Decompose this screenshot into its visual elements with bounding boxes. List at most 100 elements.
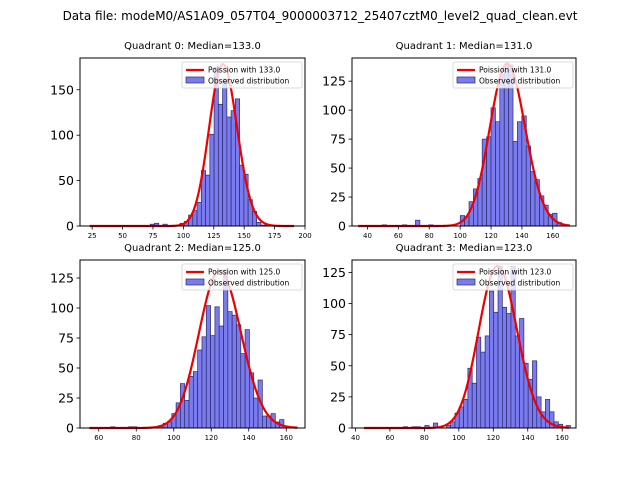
- histogram-bar: [201, 336, 207, 429]
- panel-quadrant-2: Quadrant 2: Median=125.0 0 25 50 75 100 125 60 8…: [50, 243, 306, 442]
- y-tick-label: 50: [330, 358, 346, 373]
- y-tick-label: 75: [330, 327, 346, 342]
- x-tick-label: 80: [132, 434, 141, 442]
- figure-suptitle: Data file: modeM0/AS1A09_057T04_90000037…: [63, 9, 578, 23]
- histogram-bar: [486, 136, 492, 227]
- axes-frame: [351, 57, 577, 227]
- histogram-bar: [261, 415, 268, 429]
- y-tick-label: 0: [66, 219, 74, 234]
- x-tick-label: 60: [385, 434, 394, 442]
- legend-label-poisson: Poission with 131.0: [479, 66, 552, 75]
- panel-title: Quadrant 0: Median=133.0: [124, 41, 261, 52]
- panel-quadrant-0: Quadrant 0: Median=133.0 0 50 100 150 25 50 75 1…: [50, 41, 312, 240]
- legend-label-poisson: Poission with 125.0: [208, 268, 281, 277]
- legend-box: [452, 263, 574, 291]
- panel-title: Quadrant 3: Median=123.0: [396, 243, 533, 254]
- legend: Poission with 131.0 Observed distribution: [452, 61, 574, 89]
- histogram-bar: [463, 399, 469, 429]
- y-tick-label: 125: [50, 271, 74, 286]
- x-tick-label: 140: [515, 232, 528, 240]
- x-tick-label: 120: [484, 232, 497, 240]
- histogram-bar: [512, 141, 518, 227]
- y-tick-label: 100: [50, 128, 74, 143]
- histogram-bar: [497, 265, 503, 429]
- histogram-bar: [499, 73, 505, 227]
- x-tick-label: 125: [207, 232, 220, 240]
- y-tick-label: 0: [338, 421, 346, 436]
- histogram-bar: [205, 305, 211, 429]
- legend-label-poisson: Poission with 123.0: [479, 268, 552, 277]
- legend-label-observed: Observed distribution: [208, 77, 289, 86]
- histogram-bar: [218, 325, 224, 429]
- legend-bar-swatch: [456, 76, 476, 84]
- legend: Poission with 123.0 Observed distribution: [452, 263, 574, 291]
- panel-title: Quadrant 2: Median=125.0: [124, 243, 261, 254]
- y-tick-label: 50: [58, 361, 74, 376]
- legend-label-observed: Observed distribution: [208, 279, 289, 288]
- histogram-bar: [197, 349, 203, 429]
- panel-quadrant-1: Quadrant 1: Median=131.0 0 25 50 75 100 125 40 6…: [322, 41, 577, 240]
- x-tick-label: 40: [351, 434, 360, 442]
- histogram-bar: [471, 382, 477, 429]
- x-tick-label: 150: [238, 232, 251, 240]
- x-tick-label: 25: [88, 232, 97, 240]
- y-tick-label: 75: [58, 331, 74, 346]
- histogram-bar: [227, 311, 233, 429]
- histogram-bar: [519, 318, 525, 429]
- x-tick-label: 100: [177, 232, 190, 240]
- histogram-bar: [188, 376, 194, 429]
- histogram-bar: [517, 121, 523, 227]
- x-tick-label: 120: [205, 434, 218, 442]
- histogram-bar: [210, 335, 216, 429]
- histogram-bar: [489, 290, 495, 429]
- histogram-bar: [205, 174, 211, 227]
- histogram-bar: [495, 121, 501, 227]
- histogram-bar: [253, 397, 259, 429]
- x-tick-label: 100: [453, 232, 466, 240]
- histogram-bar: [493, 311, 499, 429]
- histogram-bar: [484, 335, 490, 429]
- y-tick-label: 150: [50, 82, 74, 97]
- x-tick-label: 140: [242, 434, 255, 442]
- x-tick-label: 75: [149, 232, 158, 240]
- x-tick-label: 175: [268, 232, 281, 240]
- y-tick-label: 25: [58, 391, 74, 406]
- histogram-bar: [476, 336, 482, 429]
- x-tick-label: 100: [452, 434, 465, 442]
- x-tick-label: 160: [280, 434, 293, 442]
- histogram-bar: [514, 335, 520, 429]
- histogram-bar: [222, 78, 228, 227]
- y-tick-label: 0: [66, 421, 74, 436]
- legend-label-observed: Observed distribution: [479, 77, 560, 86]
- legend-label-observed: Observed distribution: [479, 279, 560, 288]
- histogram-bar: [184, 400, 190, 429]
- x-tick-label: 60: [94, 434, 103, 442]
- histogram-bar: [503, 64, 510, 227]
- x-tick-label: 60: [394, 232, 403, 240]
- histogram-bar: [480, 351, 486, 429]
- poisson-curve: [89, 63, 295, 228]
- x-tick-label: 120: [487, 434, 500, 442]
- legend: Poission with 125.0 Observed distribution: [181, 263, 303, 291]
- x-tick-label: 80: [425, 232, 434, 240]
- y-tick-label: 125: [322, 74, 346, 89]
- y-tick-label: 50: [330, 161, 346, 176]
- legend-bar-swatch: [456, 278, 476, 286]
- x-tick-label: 160: [556, 434, 569, 442]
- y-tick-label: 25: [330, 190, 346, 205]
- histogram-bar: [490, 107, 496, 227]
- histogram-bar: [239, 164, 245, 227]
- x-tick-label: 50: [118, 232, 127, 240]
- y-tick-label: 0: [338, 219, 346, 234]
- legend-bar-swatch: [185, 76, 205, 84]
- panel-quadrant-3: Quadrant 3: Median=123.0 0 25 50 75 100 125 40 6…: [322, 243, 577, 442]
- histogram-bar: [501, 306, 507, 429]
- legend: Poission with 133.0 Observed distribution: [181, 61, 303, 89]
- axes-frame: [79, 259, 306, 429]
- x-tick-label: 140: [521, 434, 534, 442]
- histogram-bar: [230, 110, 236, 227]
- histogram-bar: [256, 222, 262, 227]
- histogram-bar: [244, 329, 250, 429]
- histogram-bar: [231, 314, 237, 429]
